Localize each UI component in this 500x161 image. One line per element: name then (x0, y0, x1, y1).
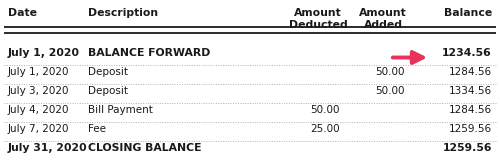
Text: Balance: Balance (444, 8, 492, 18)
Text: Bill Payment: Bill Payment (88, 105, 153, 115)
Text: July 7, 2020: July 7, 2020 (8, 124, 70, 134)
Text: Fee: Fee (88, 124, 106, 134)
Text: CLOSING BALANCE: CLOSING BALANCE (88, 143, 202, 153)
Text: BALANCE FORWARD: BALANCE FORWARD (88, 48, 210, 58)
Text: 25.00: 25.00 (310, 124, 340, 134)
Text: 50.00: 50.00 (376, 67, 405, 77)
Text: 1259.56: 1259.56 (442, 143, 492, 153)
Text: 1259.56: 1259.56 (449, 124, 492, 134)
Text: 50.00: 50.00 (310, 105, 340, 115)
Text: July 1, 2020: July 1, 2020 (8, 67, 70, 77)
Text: Description: Description (88, 8, 158, 18)
Text: Deposit: Deposit (88, 67, 128, 77)
Text: 1334.56: 1334.56 (449, 86, 492, 96)
Text: 50.00: 50.00 (376, 86, 405, 96)
Text: Amount
Deducted: Amount Deducted (288, 8, 348, 30)
Text: July 31, 2020: July 31, 2020 (8, 143, 87, 153)
Text: 1284.56: 1284.56 (449, 67, 492, 77)
Text: July 4, 2020: July 4, 2020 (8, 105, 70, 115)
Text: 1234.56: 1234.56 (442, 48, 492, 58)
Text: Deposit: Deposit (88, 86, 128, 96)
Text: 1284.56: 1284.56 (449, 105, 492, 115)
Text: Date: Date (8, 8, 37, 18)
Text: July 1, 2020: July 1, 2020 (8, 48, 80, 58)
Text: July 3, 2020: July 3, 2020 (8, 86, 70, 96)
Text: Amount
Added: Amount Added (359, 8, 407, 30)
